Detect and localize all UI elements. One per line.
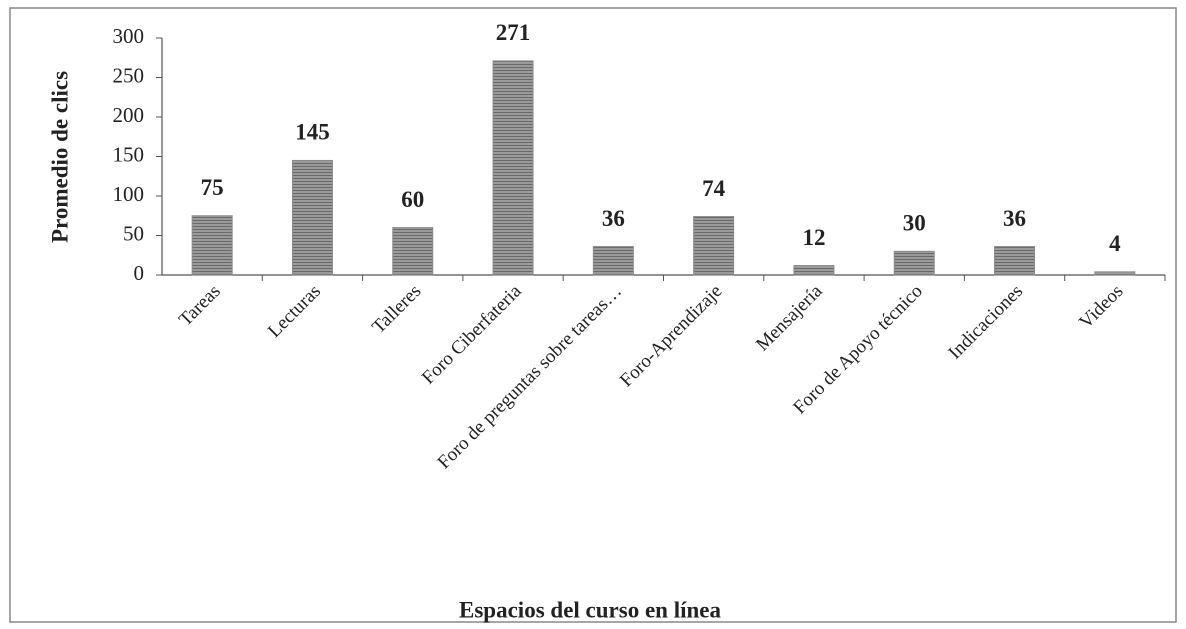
bar: [693, 216, 735, 276]
value-label: 12: [802, 225, 825, 250]
bar: [392, 227, 434, 276]
bar: [1094, 271, 1136, 276]
bar: [291, 159, 333, 276]
bar: [994, 246, 1036, 276]
x-tick-label: Foro de preguntas sobre tareas…: [434, 281, 626, 473]
y-axis-title: Promedio de clics: [47, 71, 72, 243]
frame: [9, 7, 1177, 623]
x-tick-label: Foro Ciberfateria: [418, 280, 526, 388]
value-label: 75: [201, 175, 224, 200]
bar: [492, 60, 534, 276]
value-label: 60: [401, 187, 424, 212]
value-label: 145: [295, 120, 330, 145]
value-label: 36: [602, 206, 625, 231]
value-label: 4: [1109, 231, 1121, 256]
y-tick-label: 200: [113, 103, 145, 127]
value-label: 36: [1003, 206, 1026, 231]
value-label: 74: [702, 176, 726, 201]
x-tick-label: Indicaciones: [944, 281, 1027, 364]
value-label: 30: [903, 211, 926, 236]
x-tick-label: Tareas: [175, 281, 225, 331]
bar: [592, 246, 634, 276]
bar: [793, 265, 835, 276]
y-tick-label: 150: [113, 142, 145, 166]
x-axis-title: Espacios del curso en línea: [459, 597, 721, 622]
x-tick-label: Foro-Aprendizaje: [616, 281, 726, 391]
y-tick-label: 300: [113, 24, 145, 48]
value-label: 271: [496, 20, 531, 45]
y-tick-label: 0: [134, 261, 145, 285]
y-tick-label: 100: [113, 182, 145, 206]
x-tick-label: Lecturas: [264, 281, 325, 342]
bar: [191, 215, 233, 276]
y-tick-label: 250: [113, 63, 145, 87]
x-tick-label: Mensajería: [752, 280, 827, 355]
bar: [893, 250, 935, 276]
y-tick-label: 50: [123, 221, 144, 245]
x-tick-label: Talleres: [368, 281, 425, 338]
x-tick-label: Videos: [1075, 281, 1127, 333]
